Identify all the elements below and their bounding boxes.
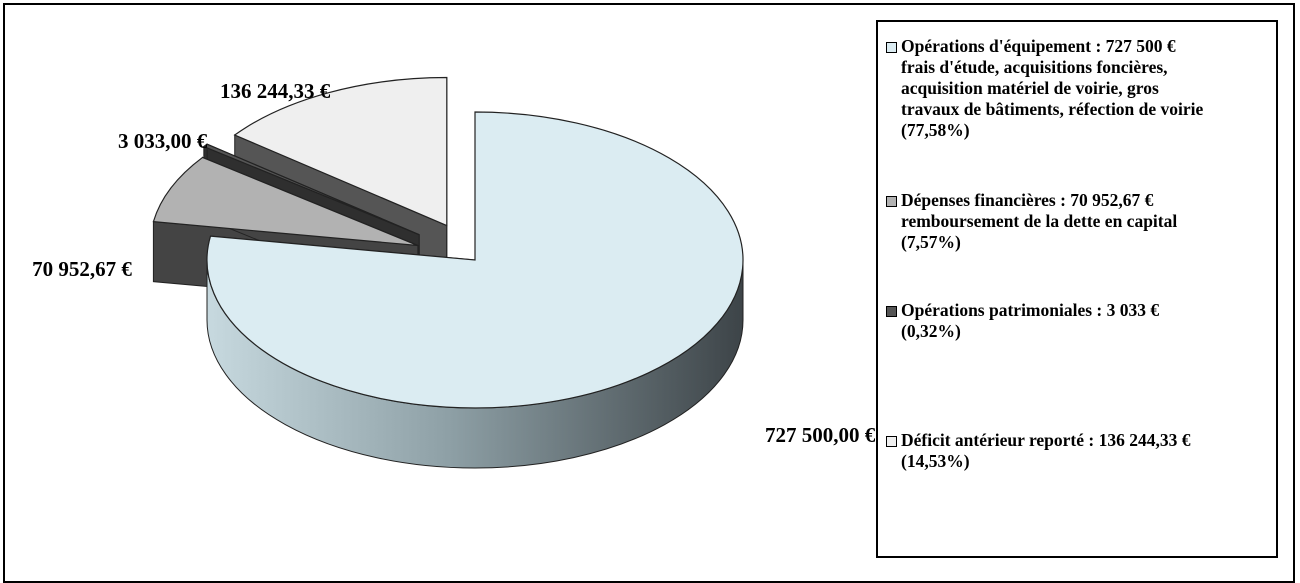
slice-value-label: 3 033,00 € xyxy=(118,129,208,153)
legend-line: travaux de bâtiments, réfection de voiri… xyxy=(901,99,1204,119)
legend-item: Déficit antérieur reporté : 136 244,33 €… xyxy=(886,430,1276,472)
pie-slice-1 xyxy=(206,111,744,469)
legend-line: (7,57%) xyxy=(901,232,961,252)
legend-swatch xyxy=(886,306,897,317)
legend-text: Dépenses financières : 70 952,67 € rembou… xyxy=(901,190,1177,253)
legend-line: (0,32%) xyxy=(901,321,961,341)
legend-swatch xyxy=(886,436,897,447)
legend-text: Opérations d'équipement : 727 500 € frais… xyxy=(901,36,1203,141)
legend-item: Opérations d'équipement : 727 500 € frais… xyxy=(886,36,1276,141)
legend-line: (77,58%) xyxy=(901,120,970,140)
legend-swatch xyxy=(886,196,897,207)
legend-line: frais d'étude, acquisitions foncières, xyxy=(901,57,1168,77)
legend-line: Opérations patrimoniales : 3 033 € xyxy=(901,300,1160,320)
legend-swatch xyxy=(886,42,897,53)
legend: Opérations d'équipement : 727 500 € frais… xyxy=(876,20,1278,558)
legend-line: Opérations d'équipement : 727 500 € xyxy=(901,36,1176,56)
legend-line: acquisition matériel de voirie, gros xyxy=(901,78,1159,98)
legend-line: Dépenses financières : 70 952,67 € xyxy=(901,190,1154,210)
legend-line: (14,53%) xyxy=(901,451,970,471)
legend-item: Dépenses financières : 70 952,67 € rembou… xyxy=(886,190,1276,253)
legend-line: remboursement de la dette en capital xyxy=(901,211,1178,231)
legend-text: Opérations patrimoniales : 3 033 € (0,32%… xyxy=(901,300,1159,342)
legend-item: Opérations patrimoniales : 3 033 € (0,32%… xyxy=(886,300,1276,342)
slice-value-label: 727 500,00 € xyxy=(765,423,876,447)
slice-value-label: 70 952,67 € xyxy=(32,257,132,281)
legend-line: Déficit antérieur reporté : 136 244,33 € xyxy=(901,430,1191,450)
legend-text: Déficit antérieur reporté : 136 244,33 €… xyxy=(901,430,1190,472)
slice-value-label: 136 244,33 € xyxy=(220,79,331,103)
